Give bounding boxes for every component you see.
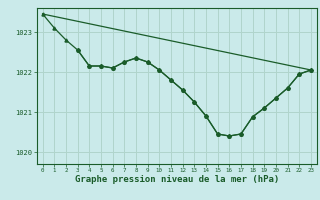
X-axis label: Graphe pression niveau de la mer (hPa): Graphe pression niveau de la mer (hPa) <box>75 175 279 184</box>
